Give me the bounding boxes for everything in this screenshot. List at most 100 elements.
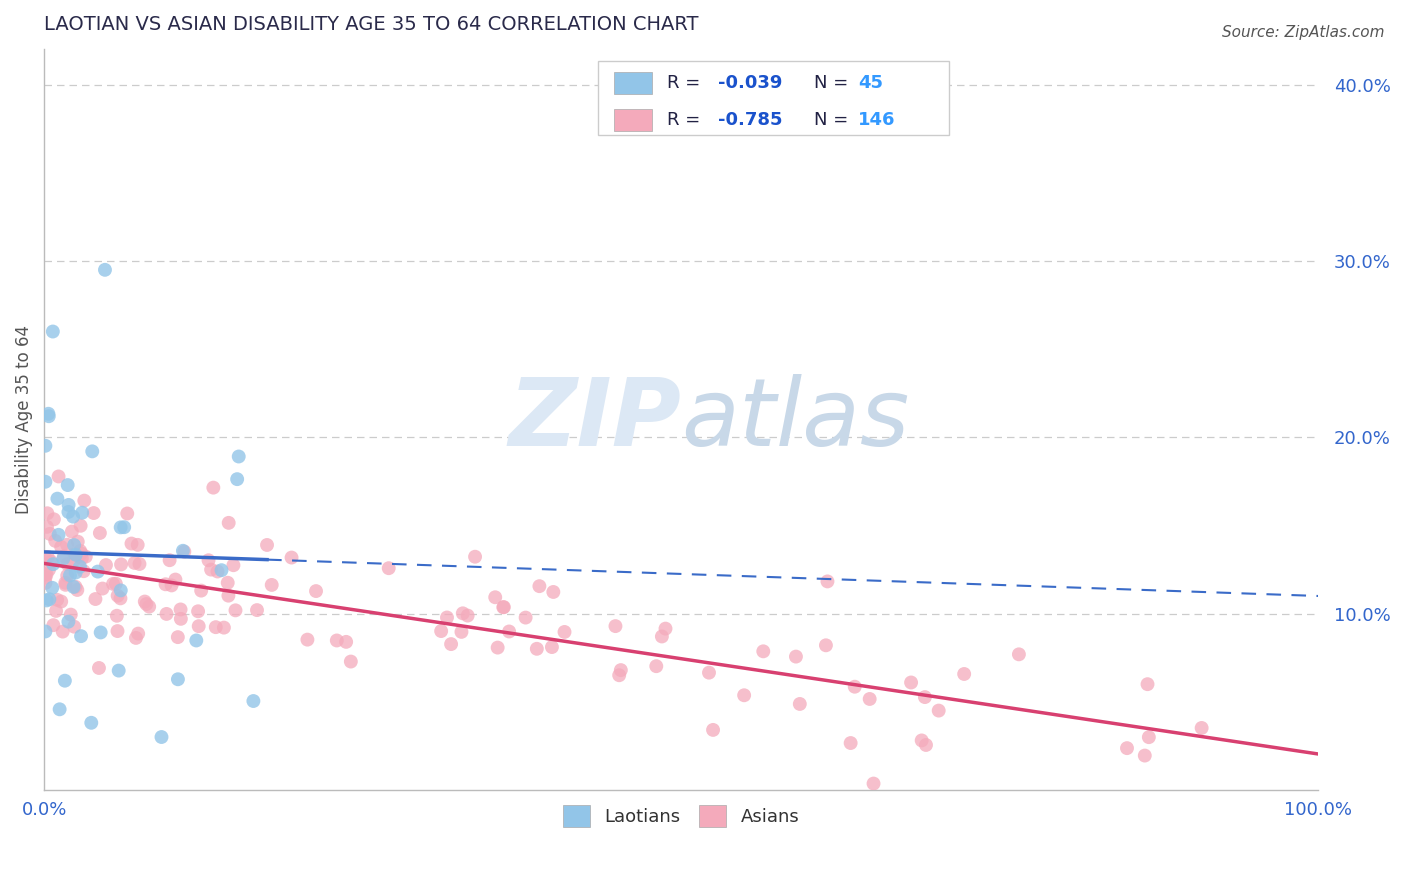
- Point: [107, 624, 129, 638]
- Point: [48, 528, 70, 542]
- Point: [928, 704, 950, 718]
- Point: [110, 583, 132, 598]
- Point: [451, 607, 474, 621]
- Point: [90, 625, 112, 640]
- Point: [228, 450, 250, 464]
- Point: [953, 667, 976, 681]
- Point: [94, 558, 117, 572]
- Point: [73, 493, 96, 508]
- Point: [436, 610, 458, 624]
- Point: [217, 575, 239, 590]
- Point: [515, 610, 537, 624]
- Point: [211, 563, 233, 577]
- Point: [752, 644, 775, 658]
- Point: [607, 668, 630, 682]
- Text: Source: ZipAtlas.com: Source: ZipAtlas.com: [1222, 25, 1385, 40]
- Point: [155, 577, 177, 591]
- Point: [305, 584, 328, 599]
- Point: [70, 629, 93, 643]
- Point: [52, 624, 75, 639]
- Point: [48, 469, 70, 483]
- Point: [859, 692, 882, 706]
- Point: [226, 472, 249, 486]
- Point: [166, 630, 188, 644]
- Point: [297, 632, 319, 647]
- Point: [127, 538, 149, 552]
- Point: [1136, 677, 1159, 691]
- Point: [53, 575, 76, 590]
- Point: [529, 579, 551, 593]
- Point: [839, 736, 862, 750]
- Point: [440, 637, 463, 651]
- Point: [87, 661, 110, 675]
- Point: [67, 549, 90, 564]
- Point: [34, 551, 56, 566]
- Point: [46, 592, 69, 607]
- Point: [155, 607, 177, 621]
- Point: [34, 439, 56, 453]
- Point: [65, 580, 87, 594]
- Point: [110, 520, 132, 534]
- Point: [110, 591, 132, 606]
- Point: [59, 607, 82, 622]
- Point: [104, 576, 127, 591]
- Point: [1008, 648, 1031, 662]
- Point: [167, 673, 190, 687]
- Point: [697, 665, 720, 680]
- FancyBboxPatch shape: [613, 109, 652, 131]
- Point: [60, 524, 83, 539]
- Point: [169, 602, 191, 616]
- Text: atlas: atlas: [681, 374, 910, 466]
- Point: [80, 715, 103, 730]
- Point: [56, 557, 79, 571]
- Point: [844, 680, 866, 694]
- Point: [107, 589, 129, 603]
- Point: [1137, 730, 1160, 744]
- Point: [62, 554, 84, 568]
- Point: [457, 608, 479, 623]
- Point: [58, 498, 80, 512]
- Point: [135, 597, 157, 611]
- Point: [197, 553, 219, 567]
- Point: [52, 551, 75, 566]
- Point: [65, 548, 87, 562]
- Point: [817, 574, 839, 589]
- Point: [38, 527, 60, 541]
- Point: [34, 475, 56, 489]
- Point: [186, 633, 208, 648]
- Point: [526, 641, 548, 656]
- Point: [35, 520, 58, 534]
- Point: [41, 581, 63, 595]
- Point: [222, 558, 245, 573]
- Point: [69, 559, 91, 574]
- Text: ZIP: ZIP: [508, 374, 681, 466]
- Text: 146: 146: [858, 111, 896, 128]
- Point: [789, 697, 811, 711]
- Point: [128, 557, 150, 571]
- Point: [204, 620, 226, 634]
- Point: [58, 505, 80, 519]
- Point: [733, 688, 755, 702]
- Point: [492, 600, 515, 615]
- Point: [44, 533, 66, 548]
- Point: [202, 481, 225, 495]
- Point: [651, 630, 673, 644]
- Point: [173, 544, 195, 558]
- Point: [42, 557, 65, 571]
- Point: [51, 594, 73, 608]
- Text: -0.039: -0.039: [718, 74, 783, 92]
- Point: [224, 603, 246, 617]
- Point: [84, 592, 107, 607]
- Point: [63, 620, 86, 634]
- Point: [165, 573, 187, 587]
- Point: [53, 673, 76, 688]
- Text: 45: 45: [858, 74, 883, 92]
- Point: [73, 564, 96, 578]
- Point: [91, 582, 114, 596]
- Legend: Laotians, Asians: Laotians, Asians: [554, 797, 808, 837]
- Point: [70, 547, 93, 561]
- Point: [39, 555, 62, 569]
- Point: [38, 592, 60, 607]
- Point: [492, 600, 515, 615]
- Point: [58, 615, 80, 629]
